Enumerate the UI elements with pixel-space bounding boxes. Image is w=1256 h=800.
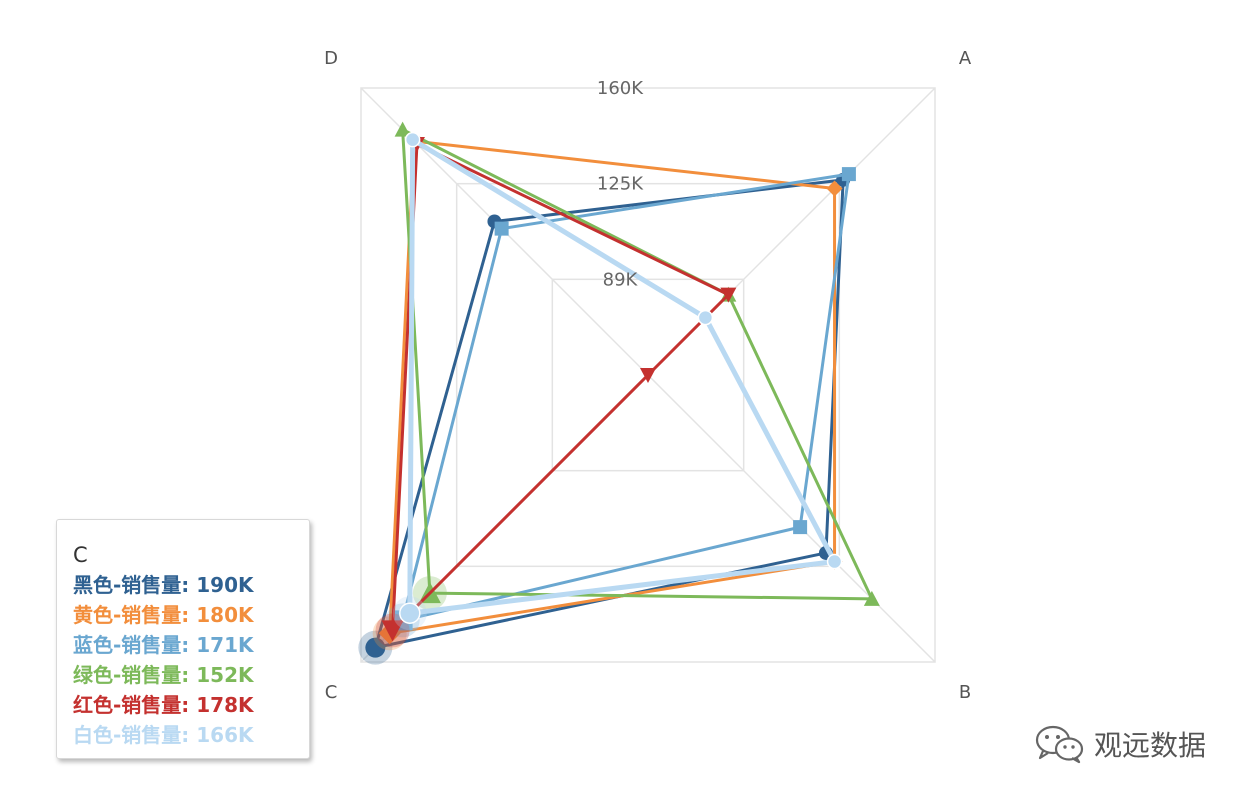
spoke-B [647,374,936,663]
watermark-text: 观远数据 [1094,729,1207,762]
data-point[interactable] [826,180,843,197]
series-4 [375,136,737,648]
tick-label: 160K [597,78,644,99]
watermark: 观远数据 [1034,724,1206,764]
data-point[interactable] [697,309,714,326]
data-point[interactable] [640,368,656,383]
data-point[interactable] [404,131,421,148]
radar-labels: 89K 125K 160K A B C D [324,48,972,703]
tick-label: 125K [597,174,644,195]
series-5 [392,131,843,631]
data-point[interactable] [394,121,411,137]
tick-label: 89K [603,269,639,290]
data-point[interactable] [841,167,856,182]
data-point[interactable] [863,590,880,606]
data-point[interactable] [399,602,421,624]
grid-ring-1 [551,278,745,472]
series-0 [358,172,851,665]
tooltip-row-white: 白色-销售量: 166K [73,723,254,747]
axis-label-D: D [324,48,338,69]
grid-ring-2 [455,182,841,568]
tooltip-row-black: 黑色-销售量: 190K [73,573,254,597]
series-line [391,142,730,632]
axis-label-A: A [959,48,972,69]
axis-label-B: B [959,682,971,703]
axis-label-C: C [325,682,338,703]
tooltip-row-red: 红色-销售量: 178K [73,693,254,717]
tooltip-row-blue: 蓝色-销售量: 171K [73,633,254,657]
data-point[interactable] [381,620,404,642]
data-point[interactable] [793,520,808,535]
data-point[interactable] [494,221,509,236]
tooltip-title: C [73,543,88,567]
data-point[interactable] [365,637,386,658]
tooltip-row-green: 绿色-销售量: 152K [73,663,254,687]
data-point[interactable] [826,553,843,570]
radar-grid [360,87,936,663]
data-point[interactable] [720,287,737,303]
grid-ring-3 [360,87,936,663]
tooltip-row-yellow: 黄色-销售量: 180K [73,603,254,627]
chart-tooltip: C 黑色-销售量: 190K 黄色-销售量: 180K 蓝色-销售量: 171K… [56,519,310,759]
wechat-icon [1035,725,1084,764]
radar-series [358,121,880,665]
